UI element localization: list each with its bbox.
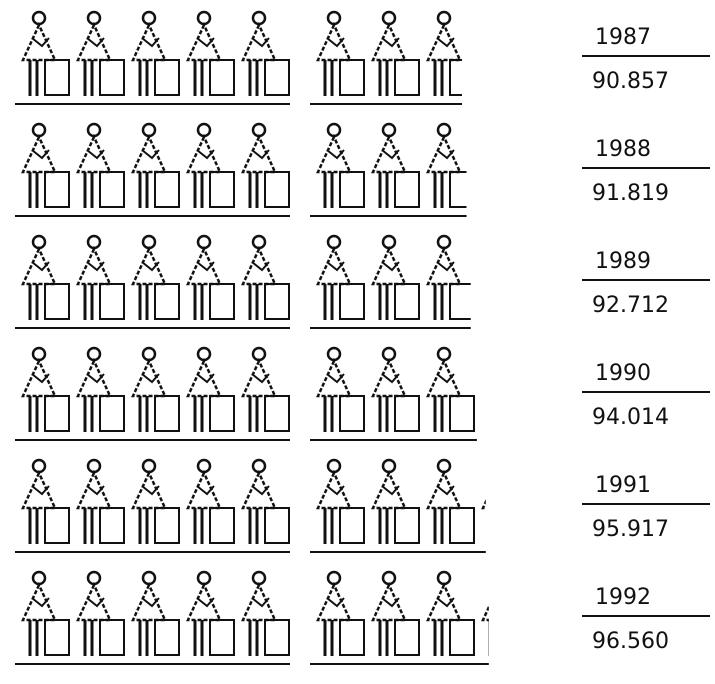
year-label: 1988 [595, 137, 651, 162]
person-icon [23, 460, 69, 544]
person-icon [373, 12, 419, 96]
person-icon [483, 572, 529, 656]
value-label: 95.917 [592, 517, 669, 542]
value-label: 90.857 [592, 69, 669, 94]
person-icon [428, 124, 474, 208]
person-icon [78, 124, 124, 208]
pictogram-row [23, 124, 529, 208]
person-icon [483, 124, 529, 208]
person-icon [318, 12, 364, 96]
person-icon [428, 12, 474, 96]
person-icon [373, 460, 419, 544]
person-icon [23, 348, 69, 432]
value-label: 91.819 [592, 181, 669, 206]
person-icon [133, 572, 179, 656]
person-icon [243, 12, 289, 96]
person-icon [133, 124, 179, 208]
person-icon [318, 572, 364, 656]
person-icon [243, 348, 289, 432]
chart: 1987 90.857 1988 91.819 1989 92.712 1990 94.014… [0, 0, 715, 684]
value-label: 92.712 [592, 293, 669, 318]
person-icon [243, 572, 289, 656]
year-label: 1992 [595, 585, 651, 610]
person-icon [188, 460, 234, 544]
year-label: 1989 [595, 249, 651, 274]
person-icon [78, 12, 124, 96]
pictogram-row [23, 348, 529, 432]
person-icon [373, 124, 419, 208]
year-label: 1987 [595, 25, 651, 50]
person-icon [133, 12, 179, 96]
person-icon [78, 572, 124, 656]
pictogram-row [23, 12, 529, 96]
person-icon [188, 124, 234, 208]
person-icon [23, 12, 69, 96]
person-icon [373, 348, 419, 432]
person-icon [23, 572, 69, 656]
person-icon [318, 460, 364, 544]
person-icon [373, 572, 419, 656]
person-icon [133, 236, 179, 320]
person-icon [318, 348, 364, 432]
person-icon [318, 124, 364, 208]
person-icon [243, 124, 289, 208]
person-icon [243, 460, 289, 544]
person-icon [188, 348, 234, 432]
year-label: 1990 [595, 361, 651, 386]
person-icon [133, 348, 179, 432]
person-icon [483, 12, 529, 96]
pictogram-row [23, 460, 529, 544]
person-icon [318, 236, 364, 320]
person-icon [23, 124, 69, 208]
person-icon [483, 460, 529, 544]
person-icon [188, 236, 234, 320]
person-icon [78, 460, 124, 544]
person-icon [188, 12, 234, 96]
person-icon [243, 236, 289, 320]
person-icon [78, 236, 124, 320]
person-icon [133, 460, 179, 544]
person-icon [428, 572, 474, 656]
person-icon [78, 348, 124, 432]
pictogram-row [23, 572, 529, 656]
person-icon [188, 572, 234, 656]
person-icon [483, 236, 529, 320]
person-icon [483, 348, 529, 432]
value-label: 94.014 [592, 405, 669, 430]
pictogram-row [23, 236, 529, 320]
year-label: 1991 [595, 473, 651, 498]
person-icon [428, 348, 474, 432]
person-icon [428, 236, 474, 320]
person-icon [373, 236, 419, 320]
value-label: 96.560 [592, 629, 669, 654]
person-icon [428, 460, 474, 544]
person-icon [23, 236, 69, 320]
